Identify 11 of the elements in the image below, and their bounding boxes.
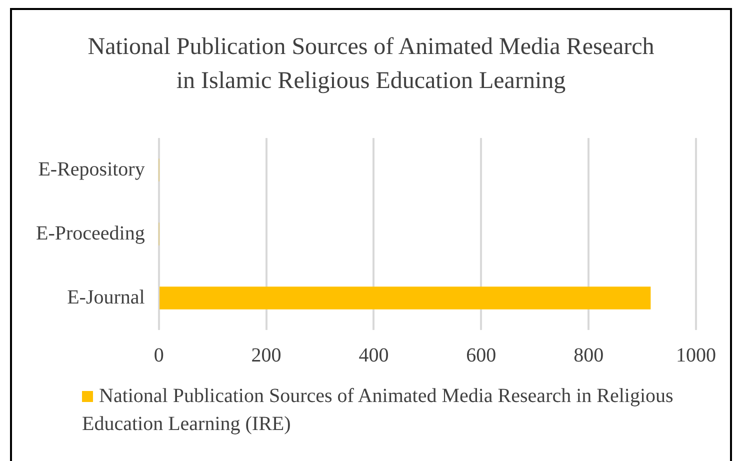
- chart-title: National Publication Sources of Animated Media Research in Islamic Religious Education Learning: [86, 33, 656, 96]
- x-tick-label: 600: [466, 344, 496, 366]
- x-tick-label: 400: [358, 344, 389, 366]
- x-tick-label: 200: [251, 344, 282, 366]
- x-tick-label: 0: [154, 344, 164, 366]
- y-tick-label: E-Proceeding: [36, 222, 145, 244]
- x-tick-label: 1000: [676, 344, 716, 366]
- y-tick-label: E-Repository: [38, 158, 145, 180]
- legend-label: National Publication Sources of Animated Media Research in Religious Education Learning (IRE): [82, 385, 674, 435]
- y-tick-label: E-Journal: [67, 286, 146, 308]
- x-tick-label: 800: [574, 344, 604, 366]
